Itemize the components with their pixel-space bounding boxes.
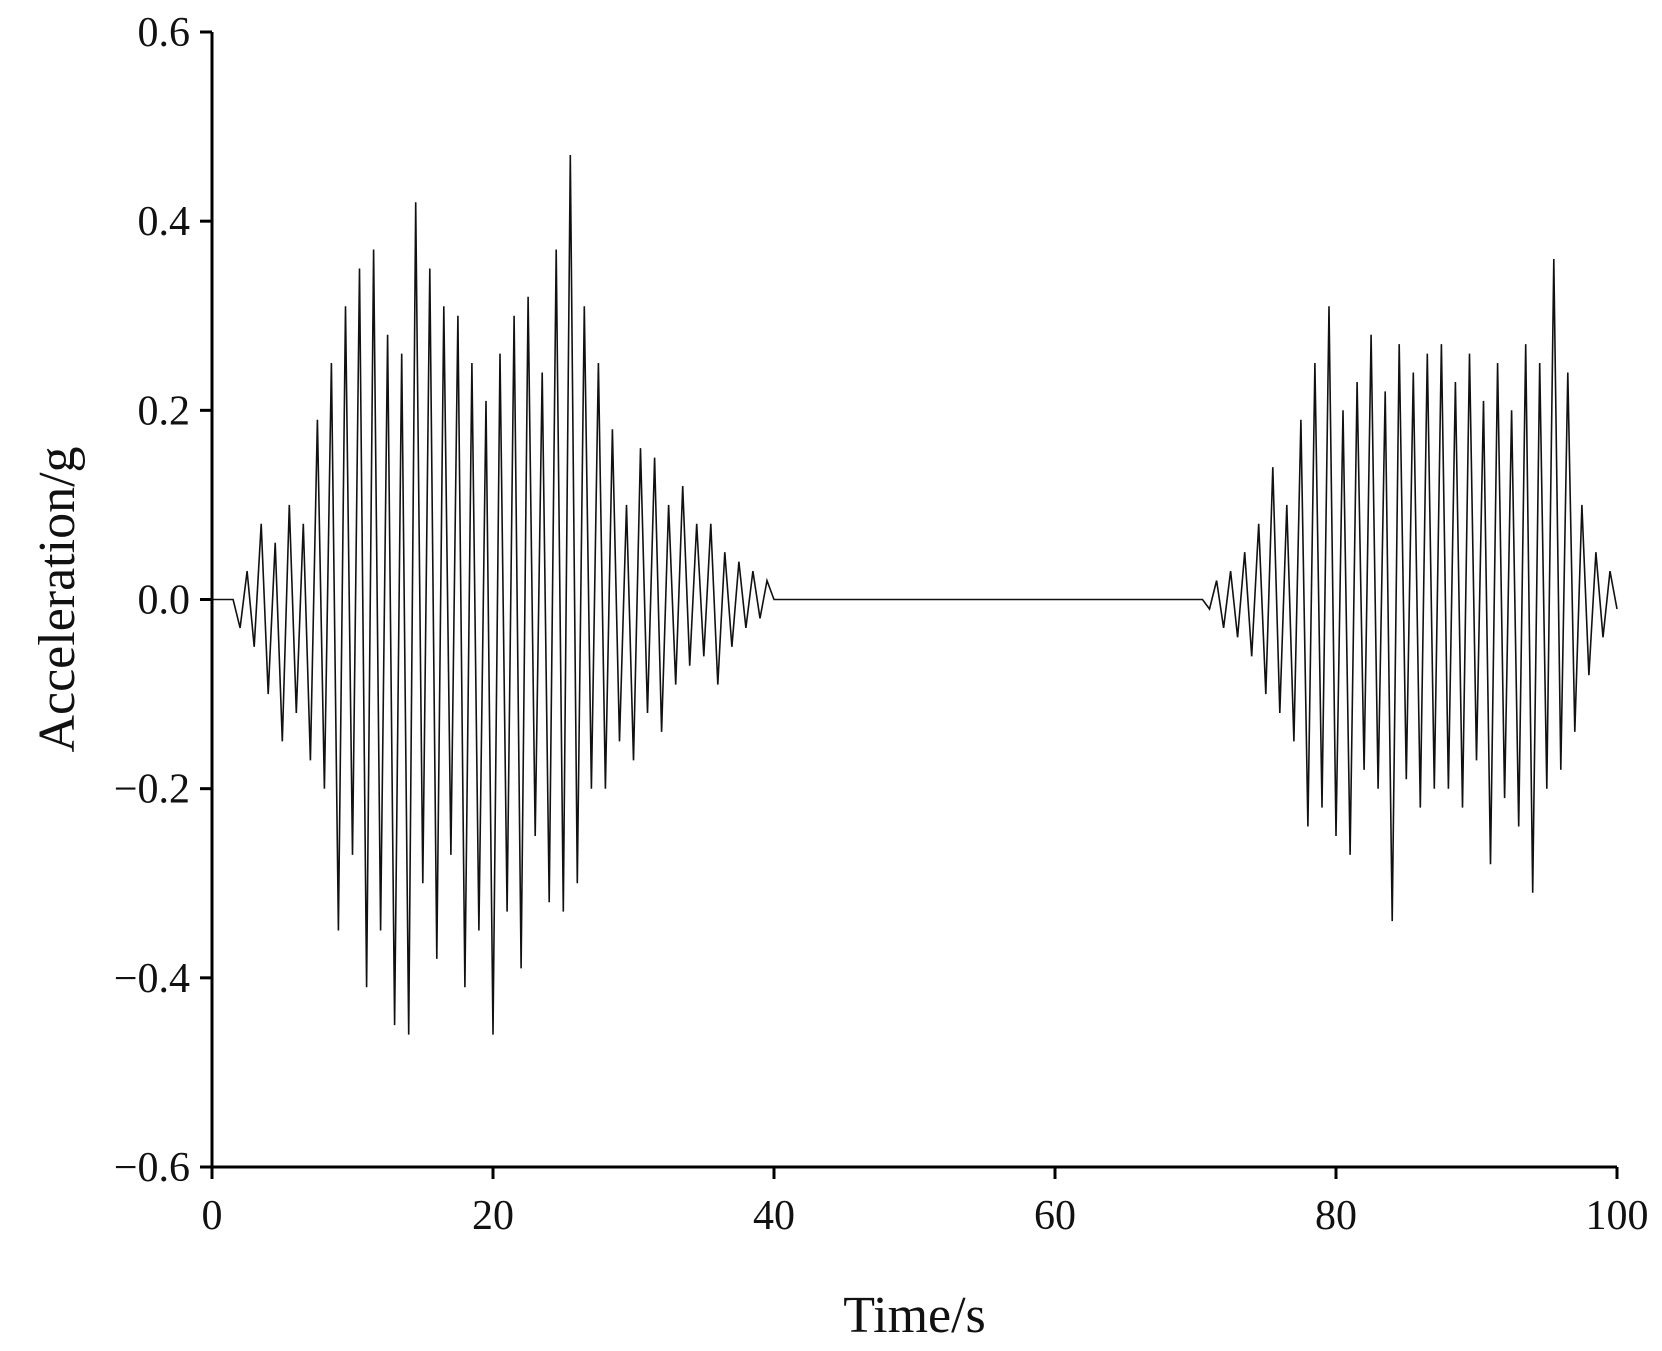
x-tick-label: 80 [1315,1193,1357,1239]
acceleration-series-line [212,154,1618,1035]
y-axis-title: Acceleration/g [29,446,86,752]
x-axis-title: Time/s [843,1287,986,1344]
plot-area [212,154,1618,1035]
x-tick-label: 20 [472,1193,514,1239]
y-tick-label: 0.4 [138,199,191,245]
y-tick-label: 0.6 [138,10,191,56]
y-tick-label: 0.0 [138,578,191,624]
x-tick-label: 100 [1586,1193,1649,1239]
y-tick-label: 0.2 [138,388,191,434]
y-tick-label: −0.6 [114,1145,190,1191]
y-ticks: −0.6 −0.4 −0.2 0.0 0.2 0.4 0.6 [114,10,212,1191]
x-tick-label: 60 [1034,1193,1076,1239]
x-ticks: 0 20 40 60 80 100 [202,1167,1649,1239]
y-tick-label: −0.4 [114,956,190,1002]
x-tick-label: 40 [753,1193,795,1239]
x-tick-label: 0 [202,1193,223,1239]
y-tick-label: −0.2 [114,767,190,813]
